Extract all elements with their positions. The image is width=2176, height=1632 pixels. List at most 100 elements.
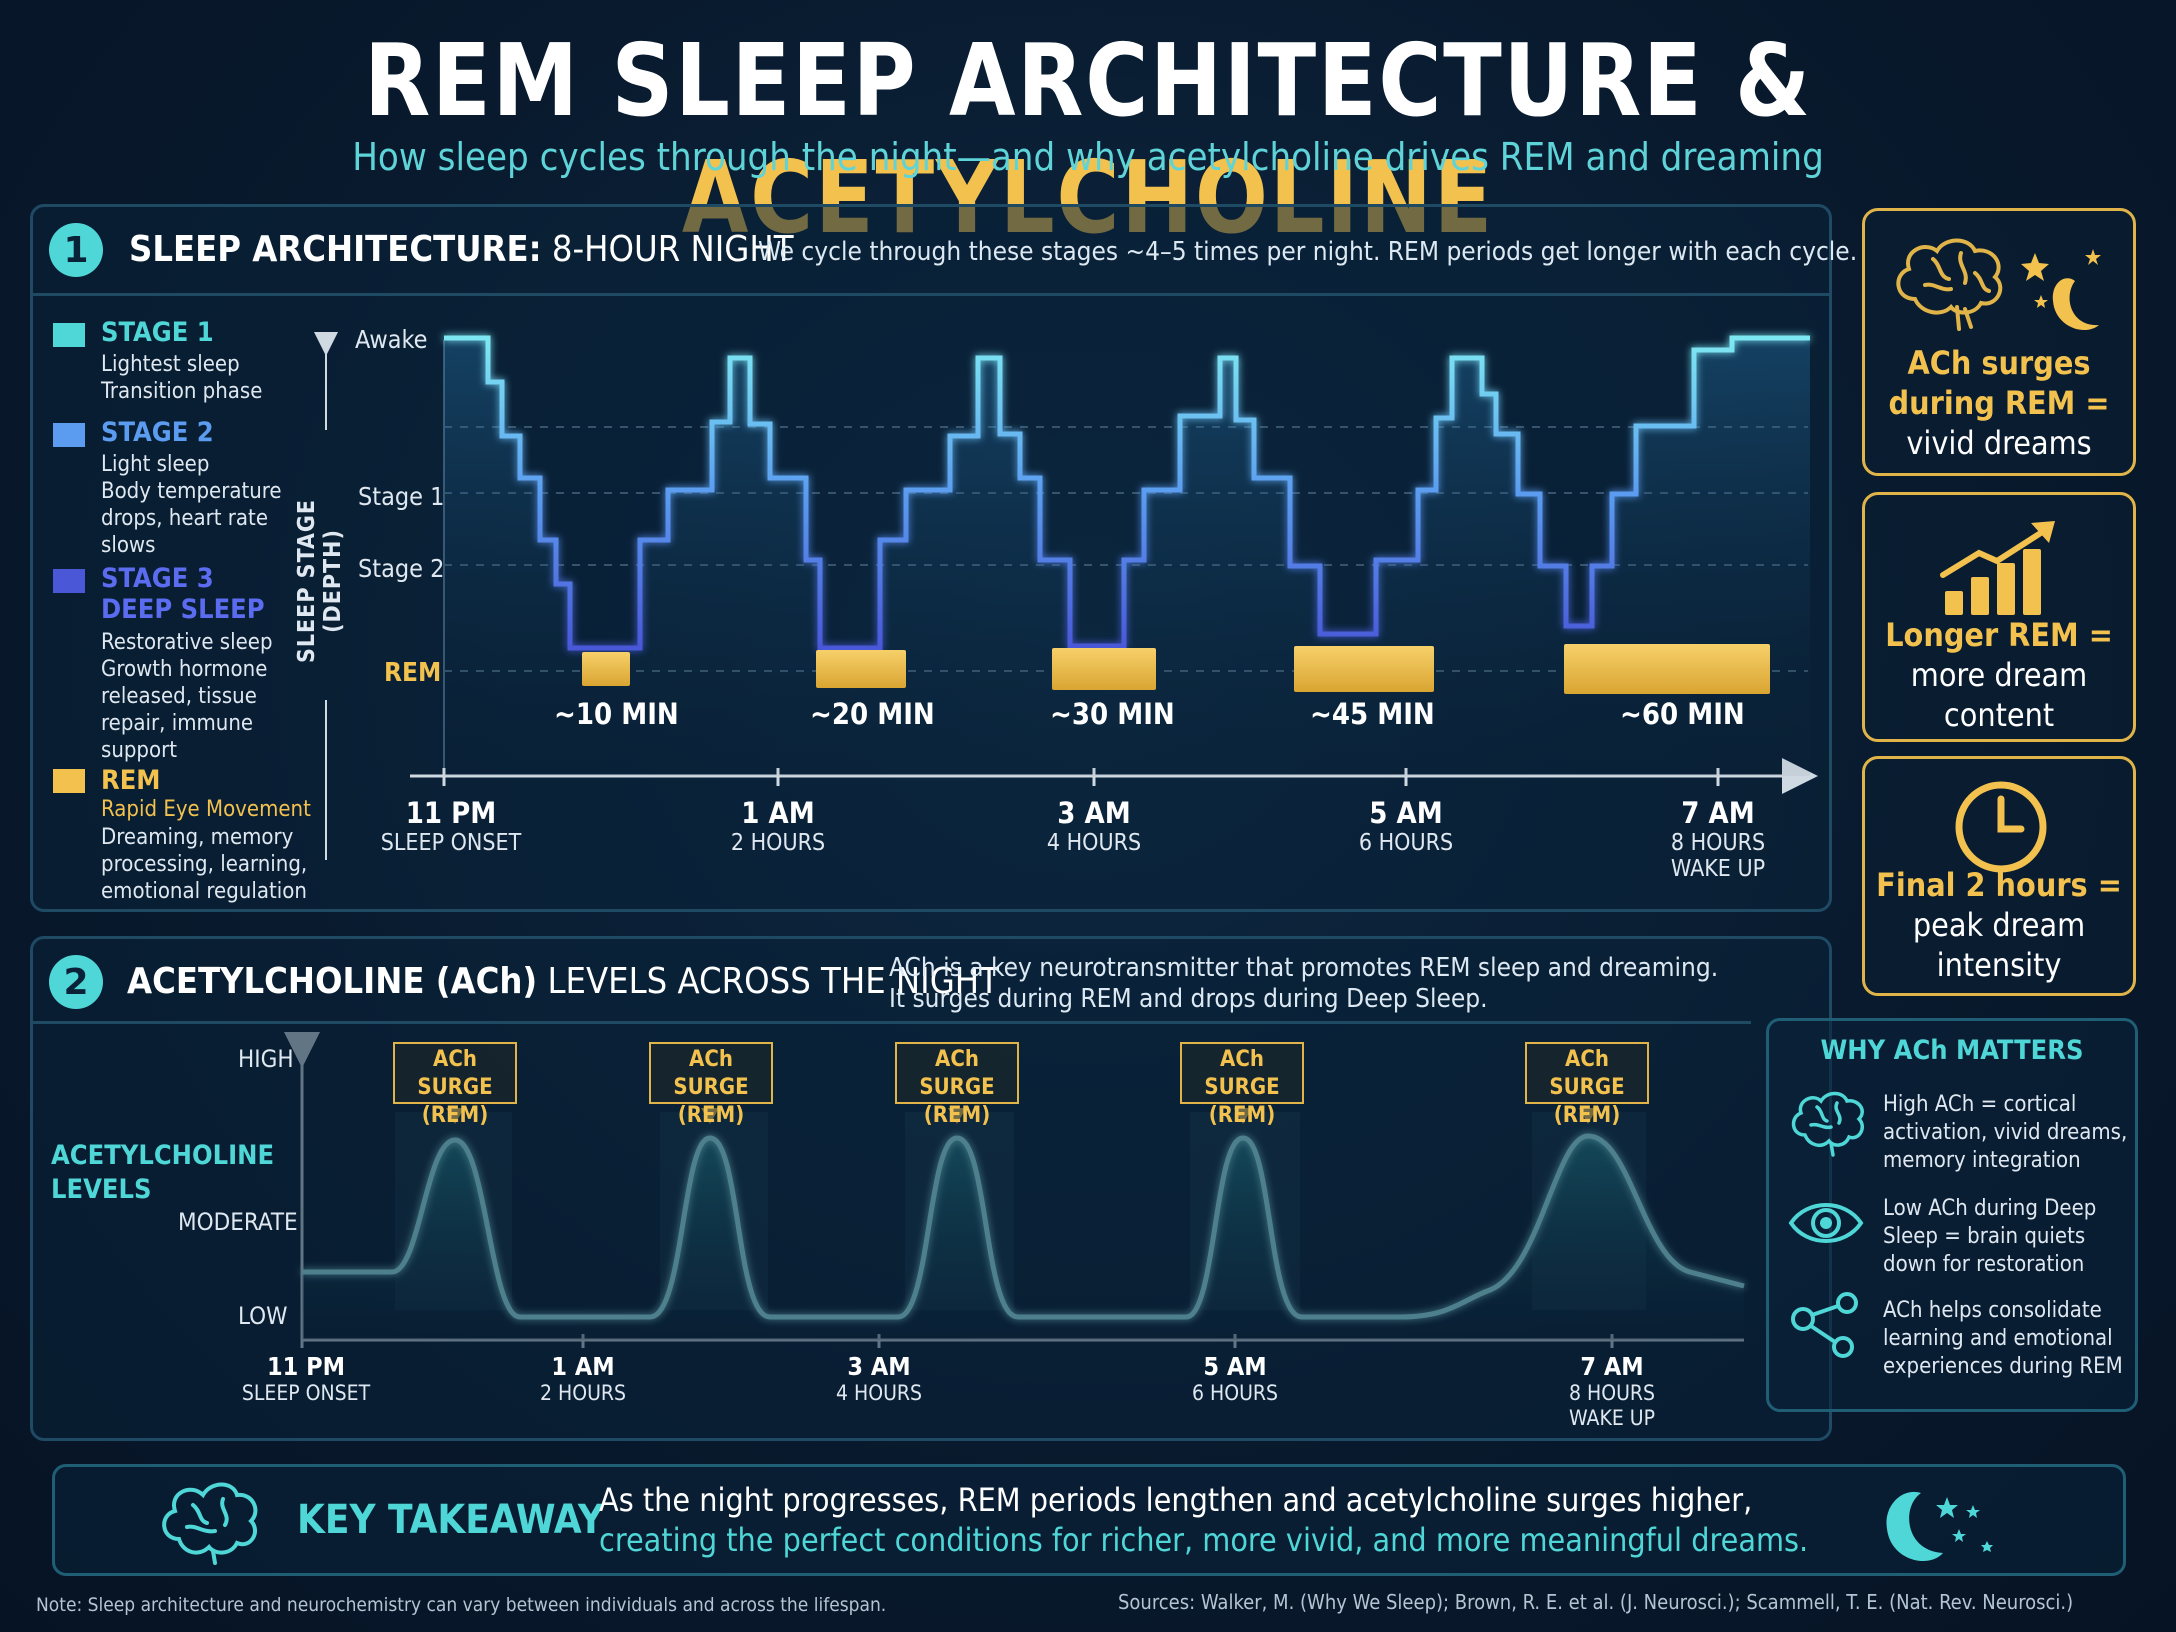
panel-divider	[33, 1021, 1751, 1024]
x-tick: 3 AM 4 HOURS	[994, 796, 1194, 856]
ach-y-title: ACETYLCHOLINE LEVELS	[51, 1139, 274, 1207]
rem-duration-label: ~45 MIN	[1310, 697, 1435, 731]
key-takeaway-card: KEY TAKEAWAY As the night progresses, RE…	[52, 1464, 2126, 1576]
moon-stars-icon	[1886, 1491, 1993, 1561]
ach-surge-label: ACh SURGE (REM)	[895, 1042, 1019, 1128]
why-line: High ACh = cortical	[1883, 1092, 2077, 1117]
section-number-badge: 1	[49, 223, 103, 277]
x-tick-sub: 8 HOURS	[1670, 830, 1766, 856]
ach-surge-label: ACh SURGE (REM)	[1180, 1042, 1304, 1128]
ach-surge-line: (REM)	[1208, 1103, 1276, 1128]
ach-surge-label: ACh SURGE (REM)	[1525, 1042, 1649, 1128]
x-tick: 7 AM 8 HOURS WAKE UP	[1618, 796, 1818, 882]
legend-line: drops, heart rate	[101, 506, 268, 531]
x-tick-time: 3 AM	[1057, 796, 1131, 830]
section-title-light: 8-HOUR NIGHT	[541, 229, 794, 270]
y-axis-title-wrap: SLEEP STAGE (DEPTH)	[294, 440, 346, 700]
section-title-bold: ACETYLCHOLINE (ACh)	[127, 961, 538, 1002]
rem-duration-label: ~10 MIN	[554, 697, 679, 731]
brain-icon	[1791, 1091, 1864, 1157]
x-tick-sub: 4 HOURS	[835, 1381, 923, 1405]
ach-surge-line: (REM)	[421, 1103, 489, 1128]
ach-surge-line: (REM)	[1553, 1103, 1621, 1128]
ach-surge-line: ACh SURGE	[919, 1047, 995, 1100]
x-tick-sub2: WAKE UP	[1569, 1406, 1655, 1430]
ach-x-tick: 1 AM 2 HOURS	[513, 1352, 653, 1405]
why-ach-matters-card: WHY ACh MATTERS High ACh = cortical acti…	[1766, 1018, 2138, 1412]
page-title: REM SLEEP ARCHITECTURE & ACETYLCHOLINE	[152, 22, 2023, 256]
brain-moon-icon	[1896, 238, 2101, 331]
x-tick: 5 AM 6 HOURS	[1306, 796, 1506, 856]
ach-surge-line: (REM)	[677, 1103, 745, 1128]
network-icon	[1791, 1292, 1858, 1358]
x-tick-time: 7 AM	[1580, 1352, 1644, 1381]
why-line: memory integration	[1883, 1148, 2081, 1173]
ach-x-tick: 11 PM SLEEP ONSET	[216, 1352, 396, 1405]
panel-divider	[33, 293, 1829, 296]
legend-line: Transition phase	[101, 379, 263, 404]
x-tick-sub: 4 HOURS	[1046, 830, 1142, 856]
why-line: experiences during REM	[1883, 1354, 2123, 1379]
ach-surge-line: ACh SURGE	[417, 1047, 493, 1100]
why-line: ACh helps consolidate	[1883, 1298, 2102, 1323]
side-card-ach-surges: ACh surges during REM = vivid dreams	[1862, 208, 2136, 476]
legend-line: Restorative sleep	[101, 630, 273, 655]
section-note: We cycle through these stages ~4–5 times…	[758, 237, 1858, 267]
legend-line: slows	[101, 533, 156, 558]
eye-icon	[1788, 1203, 1864, 1243]
legend-subname: DEEP SLEEP	[101, 594, 265, 625]
y-level-awake: Awake	[355, 325, 428, 354]
legend-name: STAGE 2	[101, 417, 214, 448]
why-line: learning and emotional	[1883, 1326, 2113, 1351]
rem-swatch	[53, 769, 85, 793]
side-card-line: more dream	[1910, 656, 2088, 694]
ach-surge-line: ACh SURGE	[1549, 1047, 1625, 1100]
why-line: Low ACh during Deep	[1883, 1196, 2097, 1221]
x-tick-time: 11 PM	[405, 796, 497, 830]
x-tick-time: 11 PM	[267, 1352, 345, 1381]
why-line: Sleep = brain quiets	[1883, 1224, 2086, 1249]
section-note-line: It surges during REM and drops during De…	[889, 984, 1488, 1014]
legend-line: released, tissue	[101, 684, 257, 709]
section-title: ACETYLCHOLINE (ACh) LEVELS ACROSS THE NI…	[127, 961, 999, 1002]
legend-line: Dreaming, memory	[101, 825, 294, 850]
ach-level-moderate: MODERATE	[178, 1208, 298, 1236]
side-card-gold: ACh surges	[1907, 344, 2091, 382]
side-card-line: during REM =	[1888, 384, 2110, 422]
x-tick: 1 AM 2 HOURS	[678, 796, 878, 856]
ach-surge-line: ACh SURGE	[673, 1047, 749, 1100]
side-card-final-hours: Final 2 hours = peak dream intensity	[1862, 756, 2136, 996]
x-tick-sub: 8 HOURS	[1568, 1381, 1656, 1405]
y-axis-title: SLEEP STAGE (DEPTH)	[294, 498, 346, 664]
x-tick-sub: 2 HOURS	[539, 1381, 627, 1405]
rem-duration-label: ~30 MIN	[1050, 697, 1175, 731]
y-level-stage2: Stage 2	[358, 554, 445, 583]
why-title: WHY ACh MATTERS	[1820, 1035, 2084, 1066]
section-title: SLEEP ARCHITECTURE: 8-HOUR NIGHT	[129, 229, 794, 270]
ach-surge-line: ACh SURGE	[1204, 1047, 1280, 1100]
x-tick-sub: SLEEP ONSET	[380, 830, 522, 856]
side-card-line: vivid dreams	[1906, 424, 2092, 462]
x-tick-time: 3 AM	[847, 1352, 911, 1381]
legend-line: Body temperature	[101, 479, 282, 504]
clock-icon	[1955, 781, 2047, 873]
stage1-swatch	[53, 323, 85, 347]
ach-surge-line: (REM)	[923, 1103, 991, 1128]
legend-name: REM	[101, 765, 161, 796]
legend-line: repair, immune	[101, 711, 254, 736]
legend-item-stage1: STAGE 1 Lightest sleep Transition phase	[53, 317, 343, 417]
takeaway-line: As the night progresses, REM periods len…	[599, 1481, 1753, 1519]
x-tick-time: 1 AM	[551, 1352, 615, 1381]
legend-line: Growth hormone	[101, 657, 268, 682]
rising-bars-icon	[1940, 521, 2055, 615]
legend-line: processing, learning,	[101, 852, 308, 877]
side-card-line: intensity	[1936, 946, 2062, 984]
section-title-light: LEVELS ACROSS THE NIGHT	[537, 961, 999, 1002]
ach-level-high: HIGH	[238, 1045, 294, 1073]
legend-item-rem: REM Rapid Eye Movement Dreaming, memory …	[53, 765, 343, 905]
ach-surge-label: ACh SURGE (REM)	[649, 1042, 773, 1128]
title-main: REM SLEEP ARCHITECTURE &	[364, 22, 1812, 139]
x-tick-sub: 2 HOURS	[730, 830, 826, 856]
ach-x-tick: 5 AM 6 HOURS	[1165, 1352, 1305, 1405]
ach-x-tick: 3 AM 4 HOURS	[809, 1352, 949, 1405]
